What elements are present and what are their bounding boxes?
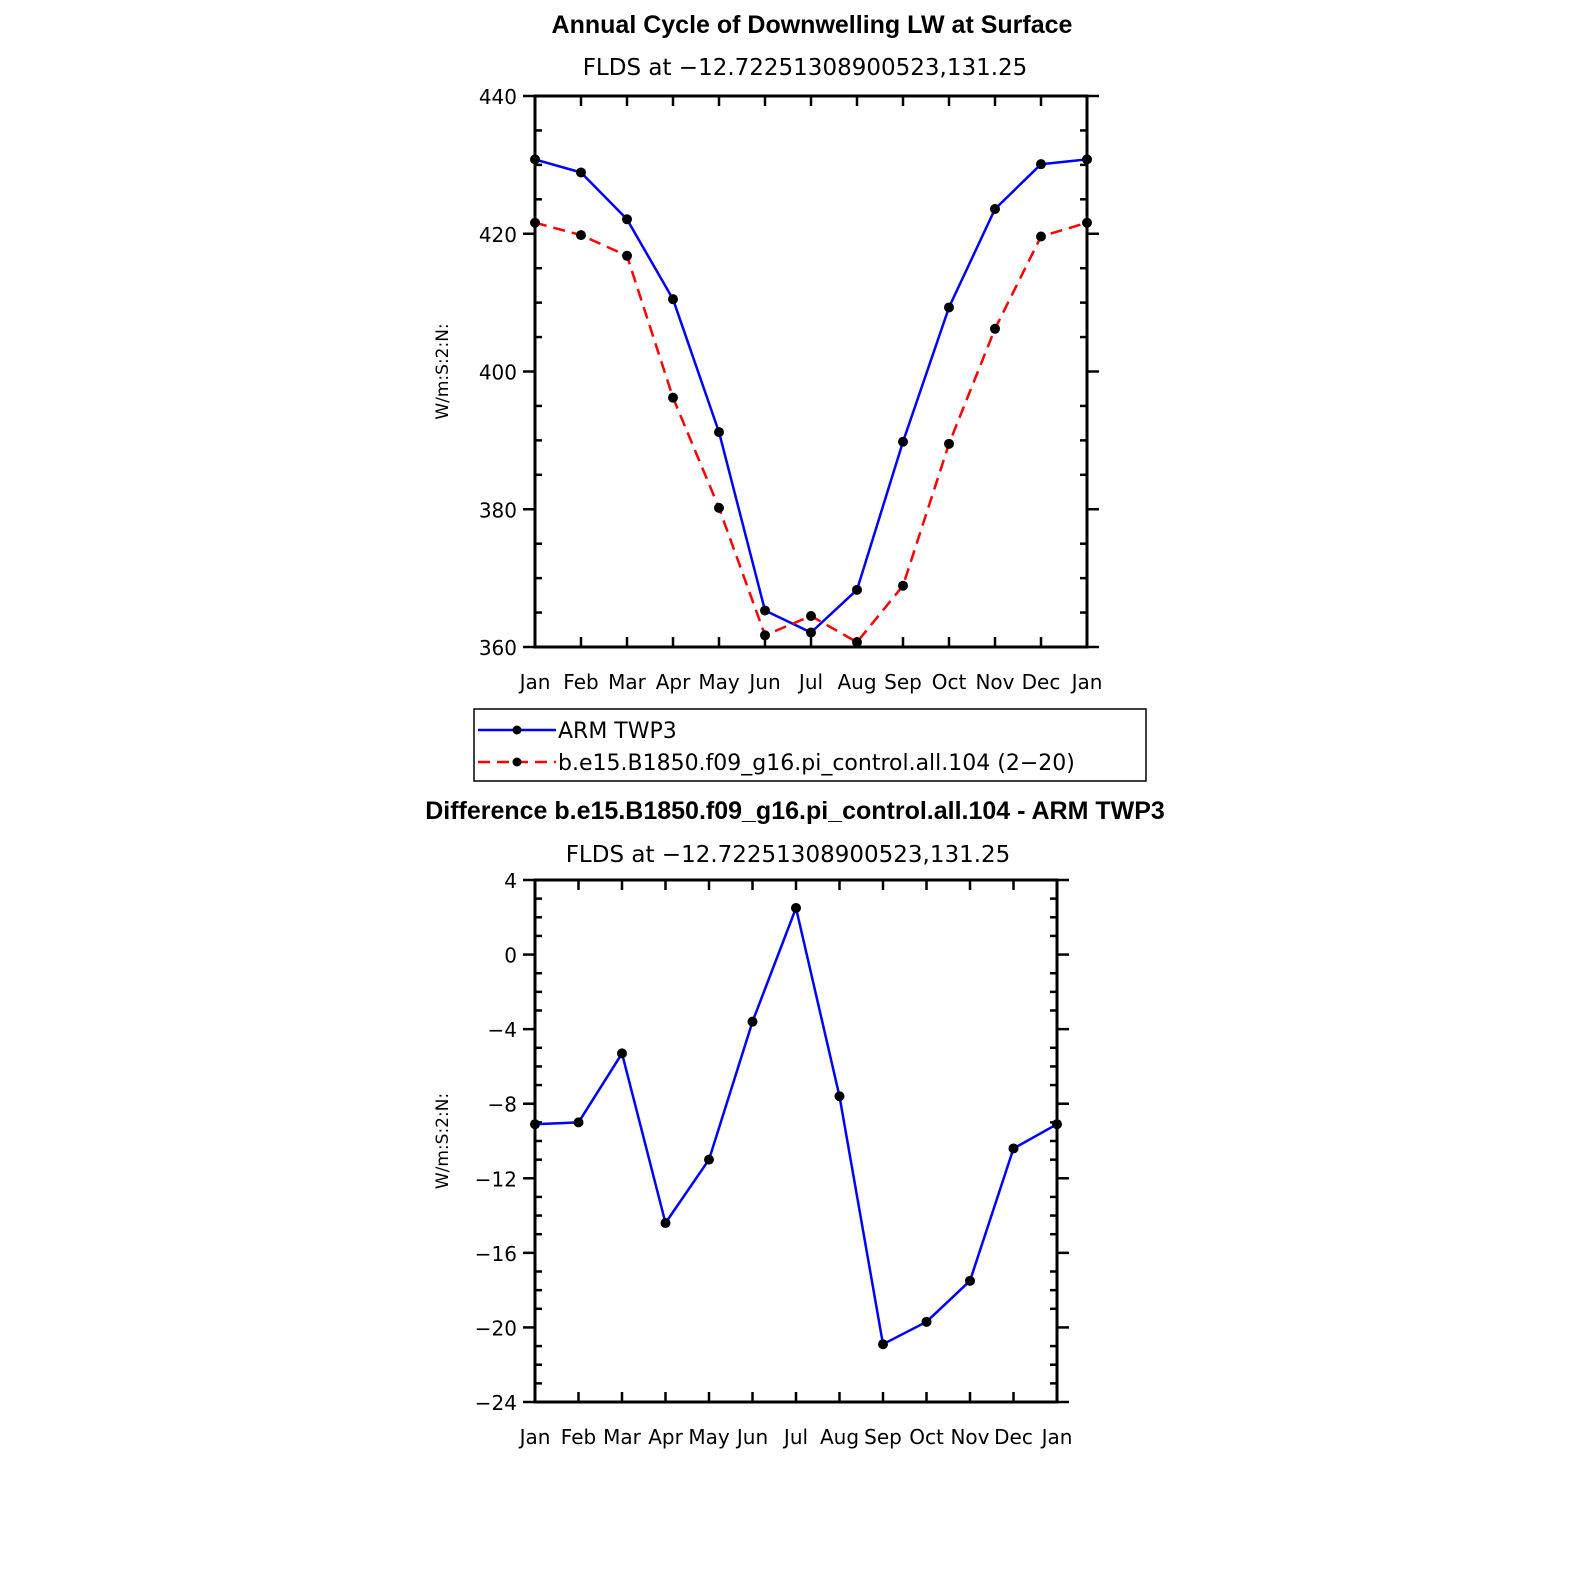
top-plot-area: Jan Feb Mar Apr May Jun Jul Aug Sep Oct Nov Dec Jan3… (433, 85, 1102, 694)
top-chart-subtitle: FLDS at −12.72251308900523,131.25 (583, 55, 1028, 81)
x-tick-label: Jul (797, 670, 823, 694)
x-tick-label: Apr (648, 1425, 683, 1449)
bottom-chart-title: Difference b.e15.B1850.f09_g16.pi_contro… (425, 797, 1165, 825)
x-tick-label: Sep (884, 670, 922, 694)
series-1-point (1082, 217, 1092, 228)
series-0-point (1052, 1119, 1062, 1130)
y-tick-label: 4 (504, 869, 517, 893)
series-line-1 (534, 221, 1088, 644)
series-0-point (1036, 159, 1046, 170)
x-tick-label: Feb (561, 1425, 596, 1449)
legend-label-model: b.e15.B1850.f09_g16.pi_control.all.104 (… (558, 751, 1075, 776)
y-tick-label: −16 (475, 1242, 517, 1266)
series-0-point (714, 427, 724, 438)
series-0-point (622, 214, 632, 225)
x-tick-label: Jan (1070, 670, 1103, 694)
x-tick-label: Nov (950, 1425, 989, 1449)
series-0-point (898, 436, 908, 447)
y-tick-label: 420 (479, 223, 517, 247)
series-1-point (1036, 231, 1046, 242)
series-0-point (791, 902, 801, 913)
series-0-point (921, 1316, 932, 1327)
series-1-point (944, 438, 954, 449)
series-line-0 (534, 906, 1058, 1346)
x-tick-label: Jan (1040, 1425, 1073, 1449)
y-tick-label: 360 (479, 636, 517, 660)
x-tick-label: Dec (1022, 670, 1061, 694)
series-1-point (668, 392, 678, 403)
series-0-point (944, 302, 954, 313)
series-1-point (898, 580, 908, 591)
y-tick-label: −4 (488, 1018, 517, 1042)
y-axis-label: W/m:S:2:N: (433, 1093, 453, 1189)
top-chart-title: Annual Cycle of Downwelling LW at Surfac… (552, 11, 1073, 39)
x-tick-label: Apr (656, 670, 691, 694)
series-line-0 (534, 158, 1088, 634)
series-0-point (852, 584, 862, 595)
series-0-point (747, 1016, 758, 1027)
y-tick-label: −8 (488, 1093, 517, 1117)
x-tick-label: Mar (603, 1425, 642, 1449)
x-tick-label: May (688, 1425, 730, 1449)
bottom-chart-subtitle: FLDS at −12.72251308900523,131.25 (566, 842, 1011, 868)
x-tick-label: Jul (782, 1425, 808, 1449)
x-tick-label: Aug (837, 670, 876, 694)
plot-frame (533, 94, 1089, 649)
series-0-point (617, 1048, 627, 1059)
series-0-point (530, 1119, 540, 1130)
x-tick-label: Aug (820, 1425, 859, 1449)
x-tick-label: Jan (518, 1425, 551, 1449)
series-0-point (834, 1091, 845, 1102)
x-tick-label: Dec (994, 1425, 1033, 1449)
legend-marker-model (512, 757, 522, 767)
series-0-point (806, 627, 816, 638)
x-tick-label: Sep (864, 1425, 902, 1449)
x-tick-label: May (698, 670, 740, 694)
x-tick-label: Jun (735, 1425, 768, 1449)
legend-frame (473, 708, 1147, 782)
series-0-point (965, 1275, 975, 1286)
plot-frame (533, 878, 1059, 1404)
series-0-point (878, 1339, 888, 1350)
y-tick-label: −12 (475, 1167, 517, 1191)
series-0-point (573, 1117, 584, 1128)
series-0-point (660, 1218, 671, 1229)
series-0-point (704, 1154, 714, 1165)
y-axis-label: W/m:S:2:N: (433, 323, 453, 419)
series-1-point (622, 250, 632, 261)
series-0-point (760, 605, 770, 616)
series-1-point (576, 230, 586, 241)
x-tick-label: Jan (518, 670, 551, 694)
series-0-point (1008, 1143, 1019, 1154)
series-1-point (760, 630, 770, 641)
x-tick-label: Oct (909, 1425, 944, 1449)
series-0-point (576, 167, 586, 178)
bottom-plot-area: Jan Feb Mar Apr May Jun Jul Aug Sep Oct Nov Dec Jan−… (433, 869, 1072, 1449)
x-tick-label: Jun (747, 670, 780, 694)
x-tick-label: Oct (932, 670, 967, 694)
y-tick-label: 400 (479, 361, 517, 385)
series-1-point (990, 323, 1000, 334)
x-tick-label: Nov (975, 670, 1014, 694)
legend-marker-arm (512, 725, 522, 735)
series-0-point (530, 154, 540, 165)
y-tick-label: 440 (479, 85, 517, 109)
x-tick-label: Feb (563, 670, 598, 694)
series-0-point (990, 203, 1000, 214)
y-tick-label: −20 (475, 1316, 517, 1340)
top-chart-legend: ARM TWP3 b.e15.B1850.f09_g16.pi_control.… (473, 708, 1147, 782)
series-1-point (806, 611, 816, 622)
series-1-point (714, 502, 724, 513)
y-tick-label: 0 (504, 944, 517, 968)
x-tick-label: Mar (608, 670, 647, 694)
legend-label-arm: ARM TWP3 (558, 719, 677, 744)
series-0-point (1082, 154, 1092, 165)
y-tick-label: 380 (479, 498, 517, 522)
y-tick-label: −24 (475, 1391, 517, 1415)
series-0-point (668, 294, 678, 305)
series-1-point (852, 637, 862, 648)
series-1-point (530, 217, 540, 228)
